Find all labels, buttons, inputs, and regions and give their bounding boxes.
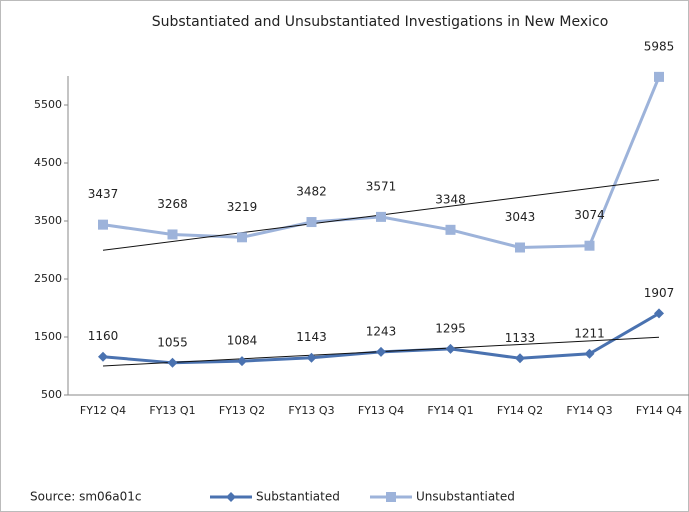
- data-label: 1211: [574, 326, 605, 340]
- source-note: Source: sm06a01c: [30, 490, 142, 504]
- x-tick-label: FY13 Q3: [288, 404, 334, 417]
- data-point: [584, 348, 595, 359]
- data-label: 1143: [296, 330, 327, 344]
- data-point: [376, 346, 386, 357]
- y-tick-label: 4500: [34, 156, 62, 169]
- y-tick-label: 2500: [34, 272, 62, 285]
- data-label: 1133: [505, 331, 536, 345]
- data-point: [654, 308, 664, 319]
- data-label: 3571: [366, 179, 397, 193]
- legend-label: Unsubstantiated: [416, 490, 515, 504]
- legend-marker: [226, 492, 236, 502]
- data-label: 1160: [88, 329, 119, 343]
- data-point: [167, 357, 178, 368]
- data-point: [584, 240, 595, 251]
- data-point: [306, 352, 317, 363]
- x-tick-label: FY13 Q2: [219, 404, 265, 417]
- data-point: [98, 219, 108, 230]
- data-label: 1055: [157, 335, 188, 349]
- data-point: [306, 217, 317, 228]
- data-point: [237, 356, 247, 367]
- data-point: [515, 353, 525, 364]
- data-point: [654, 71, 664, 82]
- x-tick-label: FY13 Q4: [358, 404, 404, 417]
- data-point: [237, 232, 247, 243]
- x-tick-label: FY14 Q3: [566, 404, 612, 417]
- data-point: [98, 351, 108, 362]
- data-label: 3348: [435, 192, 466, 206]
- data-label: 1907: [644, 286, 675, 300]
- data-label: 5985: [644, 39, 675, 53]
- y-tick-label: 3500: [34, 214, 62, 227]
- data-point: [167, 229, 178, 240]
- y-tick-label: 500: [41, 388, 62, 401]
- x-tick-label: FY12 Q4: [80, 404, 126, 417]
- data-label: 1084: [227, 334, 258, 348]
- data-label: 1295: [435, 321, 466, 335]
- legend-marker: [386, 492, 396, 502]
- data-point: [445, 224, 456, 235]
- y-tick-label: 1500: [34, 330, 62, 343]
- data-point: [445, 343, 456, 354]
- y-tick-label: 5500: [34, 98, 62, 111]
- data-label: 3219: [227, 200, 258, 214]
- chart-title: Substantiated and Unsubstantiated Invest…: [152, 14, 609, 30]
- data-point: [515, 242, 525, 253]
- data-label: 3043: [505, 210, 536, 224]
- data-label: 3482: [296, 185, 327, 199]
- x-tick-label: FY14 Q1: [427, 404, 473, 417]
- data-point: [376, 211, 386, 222]
- x-tick-label: FY13 Q1: [149, 404, 195, 417]
- data-label: 3268: [157, 197, 188, 211]
- data-label: 3437: [88, 187, 119, 201]
- data-label: 3074: [574, 208, 605, 222]
- data-label: 1243: [366, 324, 397, 338]
- legend-label: Substantiated: [256, 490, 340, 504]
- x-tick-label: FY14 Q4: [636, 404, 682, 417]
- x-tick-label: FY14 Q2: [497, 404, 543, 417]
